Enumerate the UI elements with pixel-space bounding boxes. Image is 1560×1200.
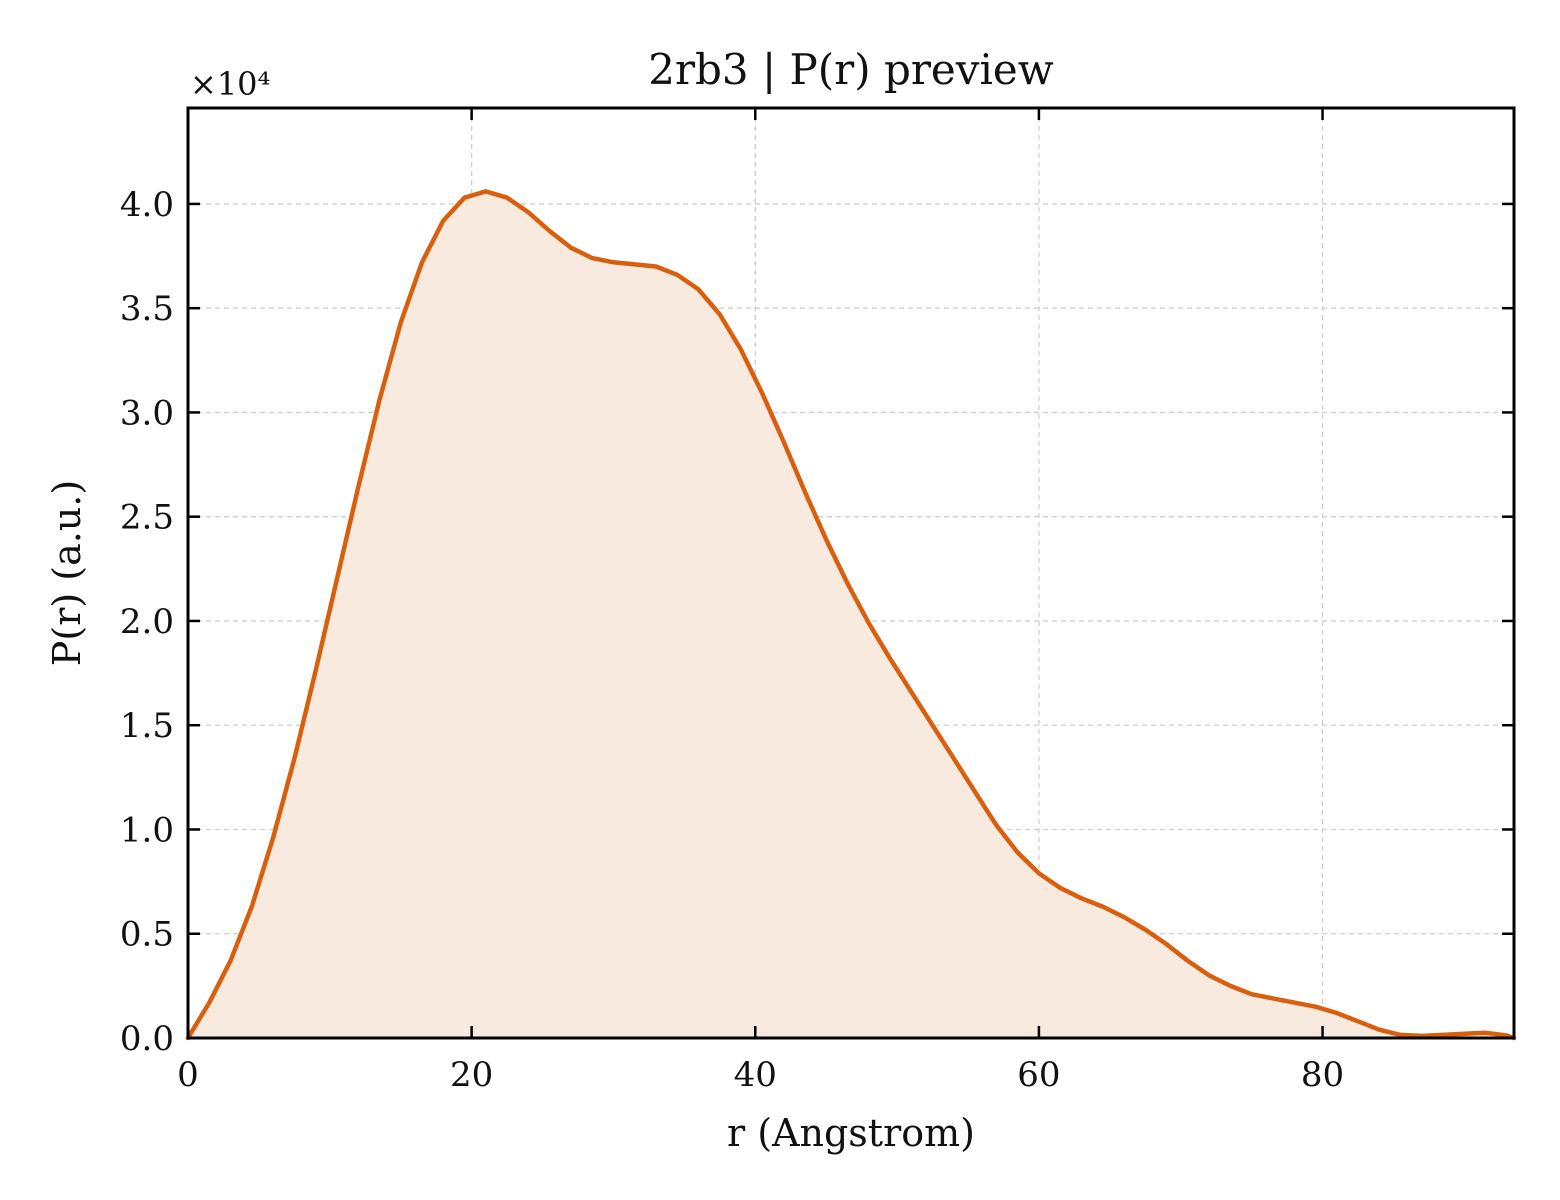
series-line	[185, 189, 1517, 1041]
y-tick-label-3: 1.5	[120, 706, 174, 746]
y-tick-label-8: 4.0	[120, 185, 174, 225]
y-tick-label-7: 3.5	[120, 289, 174, 329]
x-tick-label-2: 40	[734, 1055, 777, 1095]
tick-layer: 0 20 40 60 80 0.0 0.5 1.0 1.5 2.0 2.5 3.0 3.5 4.0	[120, 108, 1514, 1095]
x-axis-label: r (Angstrom)	[727, 1111, 975, 1155]
x-tick-label-0: 0	[177, 1055, 199, 1095]
y-tick-label-0: 0.0	[120, 1019, 174, 1059]
chart-title: 2rb3 | P(r) preview	[648, 45, 1054, 94]
y-tick-label-6: 3.0	[120, 393, 174, 433]
x-tick-label-1: 20	[450, 1055, 493, 1095]
y-tick-label-5: 2.5	[120, 498, 174, 538]
y-scale-multiplier: ×10⁴	[190, 65, 270, 103]
x-tick-label-4: 80	[1301, 1055, 1344, 1095]
plot-frame	[186, 106, 1516, 1040]
area-fill	[188, 191, 1514, 1038]
y-tick-label-4: 2.0	[120, 602, 174, 642]
x-tick-label-3: 60	[1017, 1055, 1060, 1095]
y-tick-label-2: 1.0	[120, 810, 174, 850]
y-axis-label: P(r) (a.u.)	[45, 480, 89, 666]
y-tick-label-1: 0.5	[120, 915, 174, 955]
